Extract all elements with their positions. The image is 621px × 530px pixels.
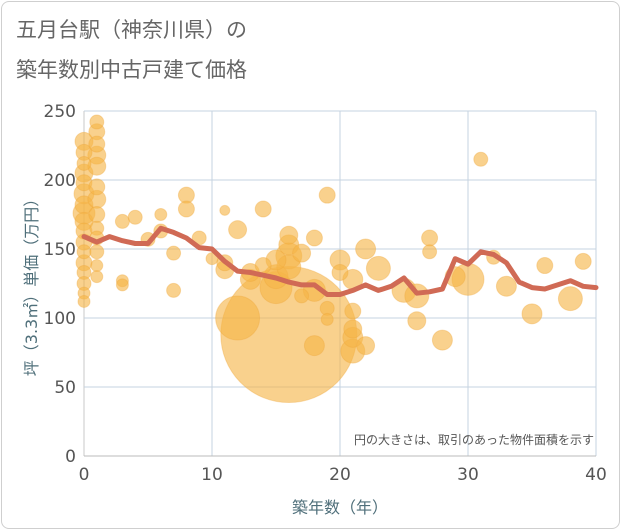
data-bubble [318, 186, 336, 204]
data-bubble [343, 319, 363, 339]
y-tick-label: 250 [44, 102, 76, 122]
data-bubble [76, 244, 92, 260]
data-bubble [356, 336, 376, 356]
data-bubble [305, 229, 323, 247]
data-bubble [344, 302, 362, 320]
data-bubble [404, 283, 430, 309]
x-axis-label: 築年数（年） [292, 498, 388, 517]
data-bubble [166, 245, 182, 261]
data-bubble [89, 244, 105, 260]
data-bubble [89, 114, 105, 130]
y-tick-label: 200 [44, 171, 76, 191]
x-tick-label: 40 [585, 465, 607, 485]
y-tick-label: 0 [65, 447, 76, 467]
data-bubble [473, 151, 489, 167]
axis-ticks: 0 10 20 30 40 0 50 100 150 200 250 [44, 102, 607, 485]
data-bubble [88, 206, 106, 223]
data-bubble [294, 288, 310, 304]
data-bubble [355, 238, 377, 260]
data-bubble [421, 229, 439, 247]
data-bubble [205, 252, 219, 266]
data-bubble [177, 200, 195, 218]
average-line-series [81, 225, 599, 297]
data-bubble [365, 255, 391, 281]
data-bubble [154, 208, 168, 221]
data-bubble [114, 213, 130, 229]
data-bubble [557, 286, 583, 312]
data-bubble [228, 220, 248, 240]
data-bubble [422, 244, 438, 260]
bubble-series [72, 114, 592, 404]
chart-title-line2: 築年数別中古戸建て価格 [16, 58, 247, 82]
data-bubble [166, 282, 182, 298]
y-tick-label: 50 [54, 378, 76, 398]
data-bubble [320, 312, 334, 326]
data-bubble [88, 178, 106, 196]
x-tick-label: 10 [201, 465, 223, 485]
data-bubble [90, 270, 104, 284]
data-bubble [407, 311, 427, 331]
data-bubble [536, 257, 554, 275]
data-bubble [254, 200, 272, 218]
data-bubble [215, 295, 261, 341]
y-tick-label: 100 [44, 309, 76, 329]
x-tick-label: 30 [457, 465, 479, 485]
bubble-size-note: 円の大きさは、取引のあった物件面積を示す [354, 432, 594, 447]
x-tick-label: 0 [79, 465, 90, 485]
data-bubble [279, 225, 299, 245]
x-tick-label: 20 [329, 465, 351, 485]
data-bubble [77, 294, 91, 308]
data-bubble [88, 135, 106, 153]
data-bubble [115, 278, 129, 292]
data-bubble [76, 155, 92, 171]
data-bubble [431, 329, 453, 351]
y-axis-label: 坪（3.3㎡）単価（万円） [22, 191, 41, 376]
data-bubble [521, 303, 543, 325]
y-tick-label: 150 [44, 240, 76, 260]
data-bubble [90, 259, 104, 273]
data-bubble [303, 335, 325, 357]
data-bubble [254, 257, 272, 275]
data-bubble [331, 263, 349, 281]
chart-title-line1: 五月台駅（神奈川県）の [16, 18, 247, 42]
average-line [81, 225, 599, 297]
data-bubble [127, 209, 143, 225]
data-bubble [219, 204, 231, 216]
data-bubble [292, 243, 312, 263]
data-bubble [574, 252, 592, 270]
data-bubble [495, 275, 517, 297]
